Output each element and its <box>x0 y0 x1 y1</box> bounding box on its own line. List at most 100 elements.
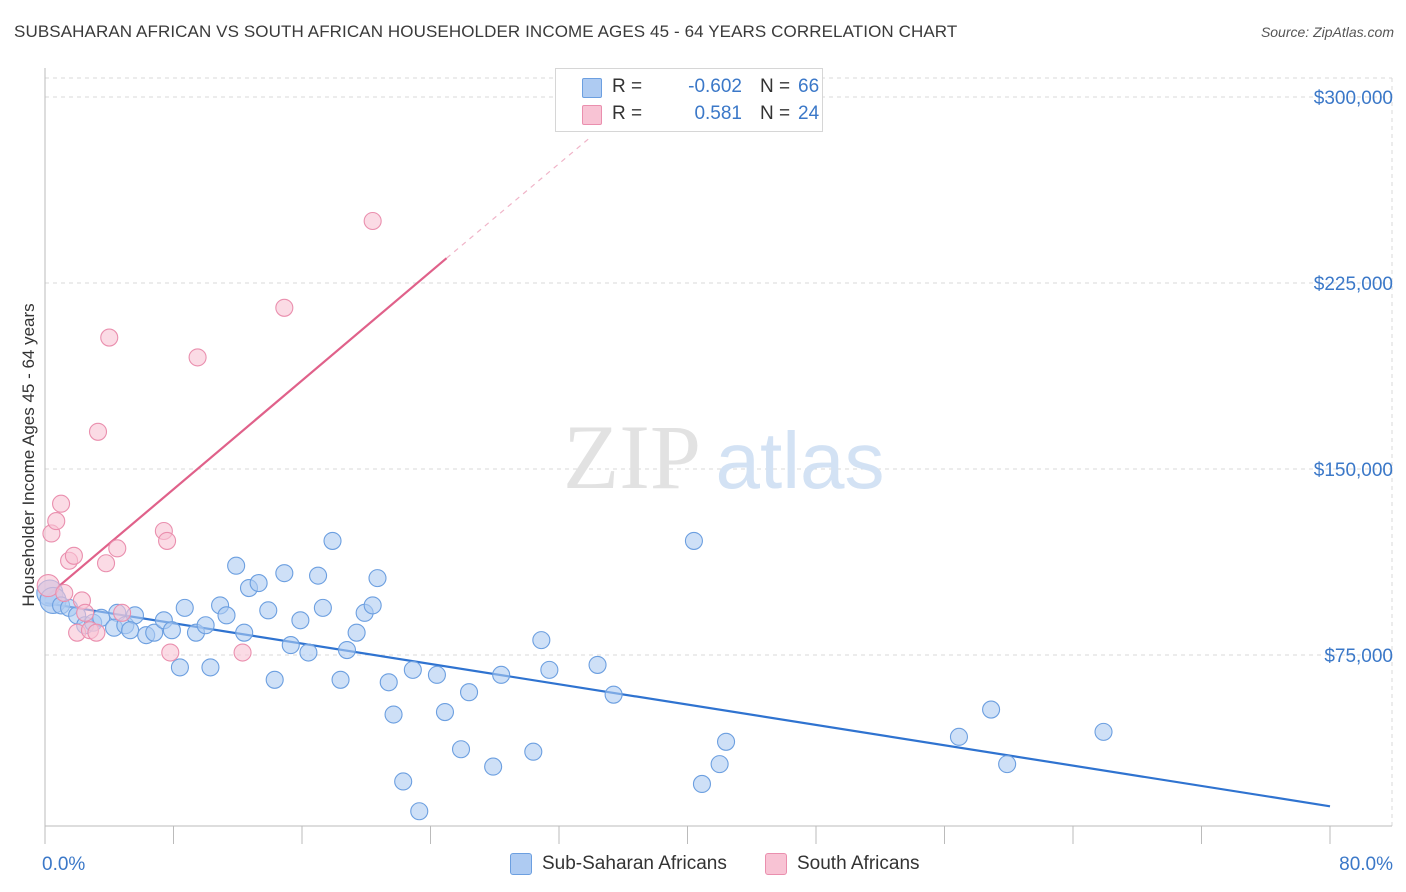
data-point-sub-saharan <box>259 601 278 620</box>
data-point-sub-saharan <box>410 802 429 821</box>
trend-line-sub-saharan <box>44 601 1331 808</box>
data-point-south-african <box>161 643 180 662</box>
data-point-sub-saharan <box>309 566 328 585</box>
data-point-sub-saharan <box>484 757 503 776</box>
data-point-sub-saharan <box>196 616 215 635</box>
data-point-sub-saharan <box>281 636 300 655</box>
data-point-south-african <box>275 298 294 317</box>
data-point-sub-saharan <box>379 673 398 692</box>
bottom-legend-swatch-pink <box>765 853 787 875</box>
source-label: Source: ZipAtlas.com <box>1260 24 1394 40</box>
data-point-sub-saharan <box>337 640 357 660</box>
legend-swatch-blue <box>582 78 602 98</box>
axes <box>44 68 1392 844</box>
data-point-sub-saharan <box>394 772 413 791</box>
data-point-sub-saharan <box>323 531 342 550</box>
data-point-sub-saharan <box>710 755 729 774</box>
data-point-sub-saharan <box>492 665 511 684</box>
y-tick-label: $225,000 <box>1314 274 1393 295</box>
data-point-sub-saharan <box>716 732 736 751</box>
data-point-sub-saharan <box>121 621 140 640</box>
data-point-sub-saharan <box>162 621 181 640</box>
data-point-sub-saharan <box>227 556 246 575</box>
data-point-sub-saharan <box>275 564 294 583</box>
data-point-sub-saharan <box>540 660 559 679</box>
tick-labels: $75,000 $150,000 $225,000 $300,000 0.0% 80.0% <box>42 88 1393 875</box>
bottom-legend-label: Sub-Saharan Africans <box>542 853 727 874</box>
data-point-sub-saharan <box>1094 722 1113 741</box>
data-point-south-african <box>363 211 382 231</box>
data-point-sub-saharan <box>403 660 422 679</box>
watermark: ZIP atlas <box>563 406 884 508</box>
bottom-legend-swatch-blue <box>510 853 532 875</box>
trend-line-south-african-extension <box>446 136 592 259</box>
data-point-sub-saharan <box>459 683 479 702</box>
data-point-south-african <box>52 494 71 513</box>
data-point-sub-saharan <box>235 623 254 642</box>
legend-n-value: 24 <box>798 103 820 124</box>
data-point-south-african <box>188 348 207 367</box>
data-point-sub-saharan <box>524 742 543 761</box>
data-point-sub-saharan <box>692 774 712 794</box>
data-point-south-african <box>113 603 132 622</box>
legend-r-label: R = <box>612 76 643 97</box>
legend-r-value: 0.581 <box>694 103 742 124</box>
data-point-south-african <box>108 539 127 558</box>
data-point-sub-saharan <box>145 623 164 642</box>
series-south-africans <box>36 211 382 662</box>
data-point-sub-saharan <box>249 574 268 593</box>
data-point-south-african <box>233 643 252 662</box>
data-point-south-african <box>55 583 74 603</box>
x-tick-label-start: 0.0% <box>42 854 85 875</box>
watermark-atlas: atlas <box>716 416 885 505</box>
data-point-south-african <box>96 554 116 573</box>
data-point-sub-saharan <box>427 665 446 684</box>
data-point-sub-saharan <box>170 658 189 677</box>
data-point-sub-saharan <box>347 623 366 642</box>
data-point-sub-saharan <box>265 670 284 689</box>
y-tick-label: $75,000 <box>1324 646 1393 667</box>
data-point-sub-saharan <box>363 596 382 615</box>
data-point-sub-saharan <box>998 755 1017 774</box>
data-point-south-african <box>76 603 95 622</box>
data-point-sub-saharan <box>368 569 387 588</box>
data-point-sub-saharan <box>299 643 318 662</box>
series-sub-saharan-africans <box>36 531 1113 821</box>
correlation-legend: R = -0.602 N = 66 R = 0.581 N = 24 <box>555 68 823 132</box>
data-point-sub-saharan <box>949 727 969 746</box>
data-point-south-african <box>87 623 106 642</box>
data-point-sub-saharan <box>313 598 332 617</box>
data-point-south-african <box>158 531 177 550</box>
watermark-zip: ZIP <box>563 406 701 508</box>
data-point-south-african <box>64 546 83 565</box>
chart-title: SUBSAHARAN AFRICAN VS SOUTH AFRICAN HOUS… <box>14 22 958 41</box>
data-point-south-african <box>47 512 66 531</box>
legend-n-value: 66 <box>798 76 820 97</box>
data-point-sub-saharan <box>217 606 236 625</box>
y-axis-label: Householder Income Ages 45 - 64 years <box>19 303 38 606</box>
data-point-sub-saharan <box>175 598 194 617</box>
legend-r-label: R = <box>612 103 643 124</box>
y-tick-label: $150,000 <box>1314 460 1393 481</box>
legend-n-label: N = <box>760 76 791 97</box>
data-point-sub-saharan <box>384 705 403 724</box>
data-point-sub-saharan <box>435 702 455 722</box>
data-point-south-african <box>88 422 108 441</box>
data-point-sub-saharan <box>291 611 310 630</box>
x-tick-label-end: 80.0% <box>1339 854 1393 875</box>
y-tick-label: $300,000 <box>1314 88 1393 109</box>
data-point-sub-saharan <box>684 531 703 550</box>
legend-n-label: N = <box>760 103 791 124</box>
data-point-sub-saharan <box>604 685 623 704</box>
data-point-sub-saharan <box>588 655 607 674</box>
data-point-sub-saharan <box>201 658 220 677</box>
data-point-south-african <box>100 328 119 347</box>
legend-r-value: -0.602 <box>688 76 742 97</box>
data-point-sub-saharan <box>982 700 1001 719</box>
data-point-sub-saharan <box>331 670 350 689</box>
data-point-sub-saharan <box>451 740 471 759</box>
legend-swatch-pink <box>582 105 602 125</box>
data-point-sub-saharan <box>532 631 551 650</box>
bottom-legend-label: South Africans <box>797 853 920 874</box>
